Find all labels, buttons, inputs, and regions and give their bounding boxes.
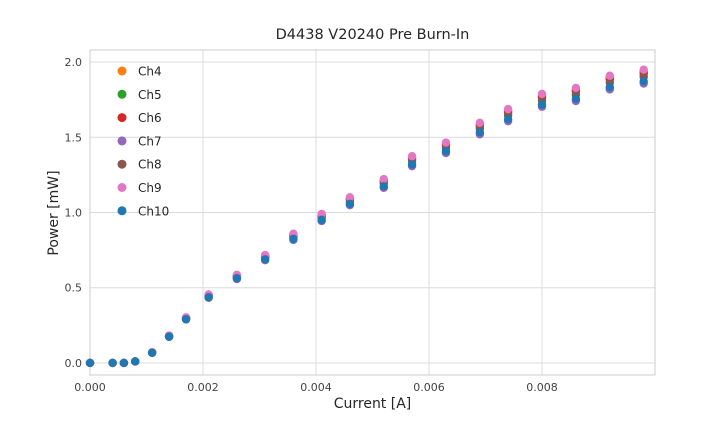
data-point-ch10 — [503, 115, 513, 124]
legend-marker-ch7 — [117, 136, 127, 146]
data-point-ch10 — [345, 199, 355, 209]
data-point-ch10 — [85, 358, 95, 368]
data-point-ch10 — [260, 255, 270, 264]
x-tick-label: 0.004 — [300, 381, 332, 394]
legend-marker-ch9 — [117, 183, 127, 192]
legend-label-ch5: Ch5 — [138, 88, 162, 102]
legend-label-ch8: Ch8 — [138, 158, 162, 172]
plot-frame — [89, 49, 656, 376]
data-point-ch10 — [441, 147, 451, 156]
data-point-ch10 — [605, 82, 614, 92]
data-point-ch10 — [232, 274, 242, 283]
x-tick-label: 0.006 — [413, 381, 445, 394]
data-point-ch9 — [317, 209, 326, 219]
data-point-ch9 — [503, 104, 513, 114]
data-point-ch10 — [204, 293, 213, 302]
data-point-ch10 — [475, 128, 485, 137]
data-point-ch9 — [441, 138, 451, 147]
data-point-ch10 — [289, 234, 298, 244]
data-point-ch9 — [605, 71, 614, 80]
data-point-ch9 — [537, 89, 547, 99]
data-point-ch10 — [571, 94, 581, 103]
data-point-ch10 — [181, 314, 191, 324]
y-tick-label: 2.0 — [65, 56, 83, 69]
legend-label-ch6: Ch6 — [138, 111, 162, 125]
legend-marker-ch10 — [117, 206, 127, 216]
data-point-ch10 — [537, 100, 547, 109]
data-point-ch9 — [407, 152, 417, 161]
data-point-ch10 — [379, 182, 388, 191]
data-point-ch9 — [379, 174, 388, 184]
x-tick-label: 0.002 — [187, 381, 219, 394]
data-point-ch10 — [108, 358, 117, 368]
data-point-ch9 — [571, 83, 581, 93]
x-axis-label: Current [A] — [333, 396, 412, 412]
legend-marker-ch4 — [117, 66, 127, 76]
x-tick-label: 0.000 — [74, 381, 106, 394]
data-point-ch10 — [131, 357, 140, 366]
legend-marker-ch5 — [117, 89, 127, 99]
data-point-ch9 — [345, 193, 355, 202]
legend-label-ch4: Ch4 — [138, 65, 162, 79]
legend-label-ch10: Ch10 — [138, 204, 169, 218]
data-point-ch10 — [119, 358, 129, 368]
y-tick-label: 0.0 — [65, 357, 83, 370]
data-point-ch10 — [639, 77, 648, 86]
legend-label-ch7: Ch7 — [138, 134, 162, 148]
data-point-ch9 — [639, 65, 648, 74]
y-tick-label: 1.5 — [65, 131, 83, 144]
data-point-ch10 — [317, 215, 326, 225]
data-point-ch10 — [407, 160, 417, 169]
legend-marker-ch6 — [117, 113, 127, 123]
data-point-ch10 — [164, 332, 174, 341]
legend-marker-ch8 — [117, 159, 127, 169]
data-point-ch10 — [147, 348, 157, 357]
y-tick-label: 1.0 — [65, 207, 83, 220]
data-point-ch9 — [475, 118, 485, 128]
legend-label-ch9: Ch9 — [138, 181, 162, 195]
chart-title: D4438 V20240 Pre Burn-In — [275, 27, 470, 43]
x-tick-label: 0.008 — [526, 381, 558, 394]
y-tick-label: 0.5 — [65, 282, 83, 295]
